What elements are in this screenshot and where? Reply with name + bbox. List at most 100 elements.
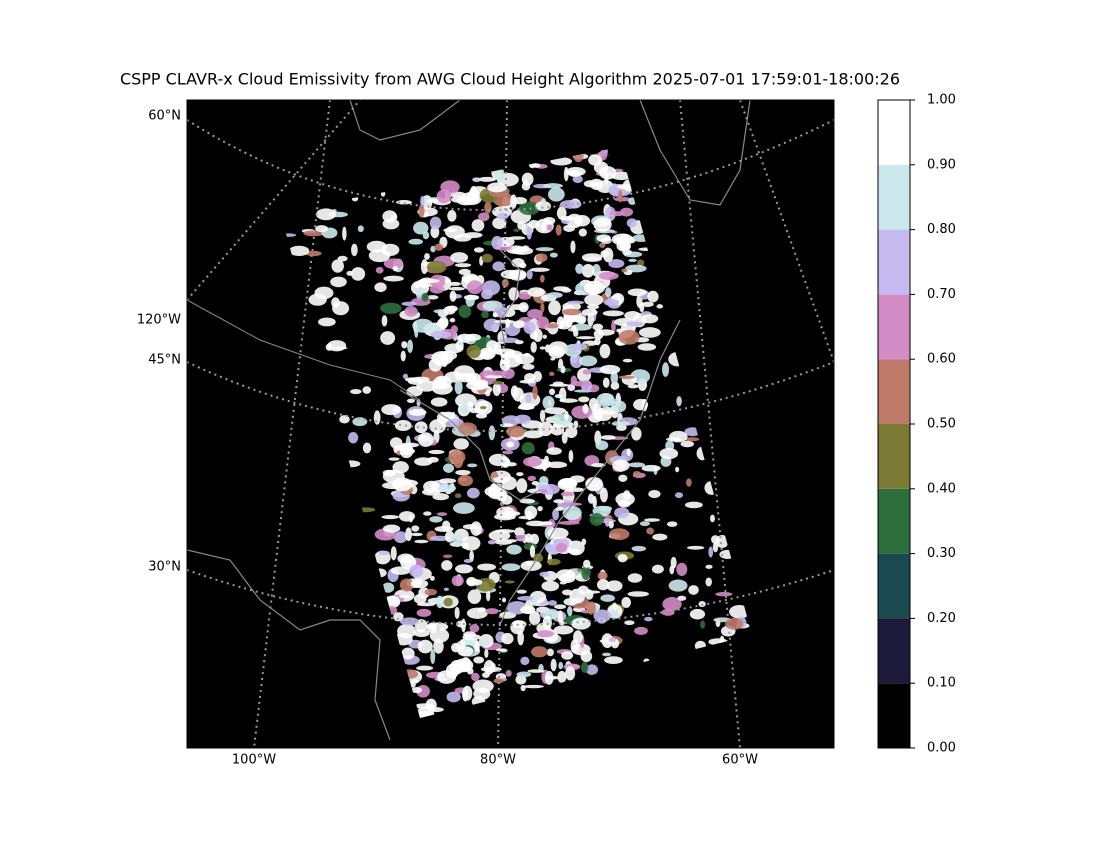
cloud xyxy=(628,462,646,468)
cloud xyxy=(420,195,425,207)
cloud xyxy=(665,440,675,451)
cloud xyxy=(586,601,596,615)
cloud xyxy=(473,687,491,701)
cloud xyxy=(568,487,585,493)
cloud xyxy=(558,661,564,670)
cloud xyxy=(588,154,602,166)
cloud xyxy=(444,278,450,284)
cloud xyxy=(624,620,635,626)
cloud xyxy=(413,593,427,604)
cloud xyxy=(521,245,530,252)
cloud xyxy=(537,483,560,495)
cloud xyxy=(546,461,568,469)
cloud xyxy=(458,304,472,318)
colorbar-tick-label: 0.60 xyxy=(927,352,956,367)
cloud xyxy=(518,302,529,313)
cloud xyxy=(443,306,456,315)
cloud xyxy=(502,450,514,455)
cloud xyxy=(599,364,621,375)
cloud xyxy=(578,355,598,367)
cloud xyxy=(581,538,587,546)
cloud xyxy=(516,671,532,678)
cloud xyxy=(400,442,420,448)
cloud xyxy=(622,358,633,363)
cloud xyxy=(599,487,608,503)
cloud xyxy=(501,632,514,645)
cloud xyxy=(634,626,648,635)
graticule xyxy=(187,100,834,748)
cloud xyxy=(610,171,632,181)
cloud xyxy=(581,565,591,581)
coastline xyxy=(187,549,391,741)
cloud xyxy=(454,379,463,395)
cloud xyxy=(431,378,447,389)
cloud xyxy=(659,448,679,460)
cloud xyxy=(570,240,576,254)
cloud xyxy=(669,430,688,443)
cloud xyxy=(621,268,628,273)
cloud xyxy=(662,597,682,612)
cloud xyxy=(603,298,620,307)
cloud xyxy=(399,594,411,599)
cloud xyxy=(529,545,536,558)
cloud xyxy=(596,392,615,408)
cloud xyxy=(561,651,574,660)
cloud xyxy=(609,528,630,540)
cloud xyxy=(550,357,556,361)
cloud xyxy=(571,325,577,333)
cloud xyxy=(595,440,609,451)
cloud xyxy=(536,316,550,329)
border xyxy=(187,299,421,401)
cloud xyxy=(466,576,477,587)
border xyxy=(399,389,541,501)
cloud xyxy=(597,571,608,581)
cloud xyxy=(434,243,444,251)
cloud xyxy=(504,580,515,584)
cloud xyxy=(626,218,638,228)
cloud xyxy=(602,247,614,263)
cloud xyxy=(548,345,565,359)
grid-line xyxy=(497,100,508,748)
cloud xyxy=(585,664,599,675)
cloud xyxy=(589,178,604,191)
cloud xyxy=(559,398,579,403)
cloud xyxy=(381,515,400,520)
cloud xyxy=(464,333,482,341)
cloud xyxy=(563,166,569,182)
cloud xyxy=(600,594,615,602)
cloud xyxy=(514,340,524,345)
cloud xyxy=(462,524,479,530)
cloud xyxy=(325,343,333,351)
cloud xyxy=(580,650,593,663)
cloud xyxy=(542,395,555,410)
cloud xyxy=(558,387,567,402)
cloud xyxy=(466,667,474,675)
cloud xyxy=(689,608,706,620)
cloud xyxy=(441,560,453,571)
cloud xyxy=(549,252,558,258)
cloud xyxy=(493,477,506,482)
cloud xyxy=(599,343,611,359)
cloud xyxy=(513,228,520,232)
cloud xyxy=(578,396,590,403)
cloud xyxy=(540,274,545,283)
cloud xyxy=(413,221,429,235)
cloud xyxy=(506,441,515,448)
cloud xyxy=(446,691,461,703)
cloud xyxy=(616,328,623,333)
cloud xyxy=(544,407,567,415)
cloud xyxy=(395,200,412,205)
cloud xyxy=(532,592,538,607)
cloud xyxy=(686,545,705,550)
cloud xyxy=(422,231,430,240)
cloud xyxy=(587,312,594,327)
cloud xyxy=(493,678,504,684)
cloud xyxy=(381,315,388,327)
cloud xyxy=(437,512,448,516)
cloud xyxy=(417,639,433,654)
cloud xyxy=(531,480,540,486)
lon-label: 120°W xyxy=(137,313,181,328)
cloud xyxy=(388,457,400,461)
cloud xyxy=(712,542,719,553)
cloud xyxy=(637,343,657,351)
